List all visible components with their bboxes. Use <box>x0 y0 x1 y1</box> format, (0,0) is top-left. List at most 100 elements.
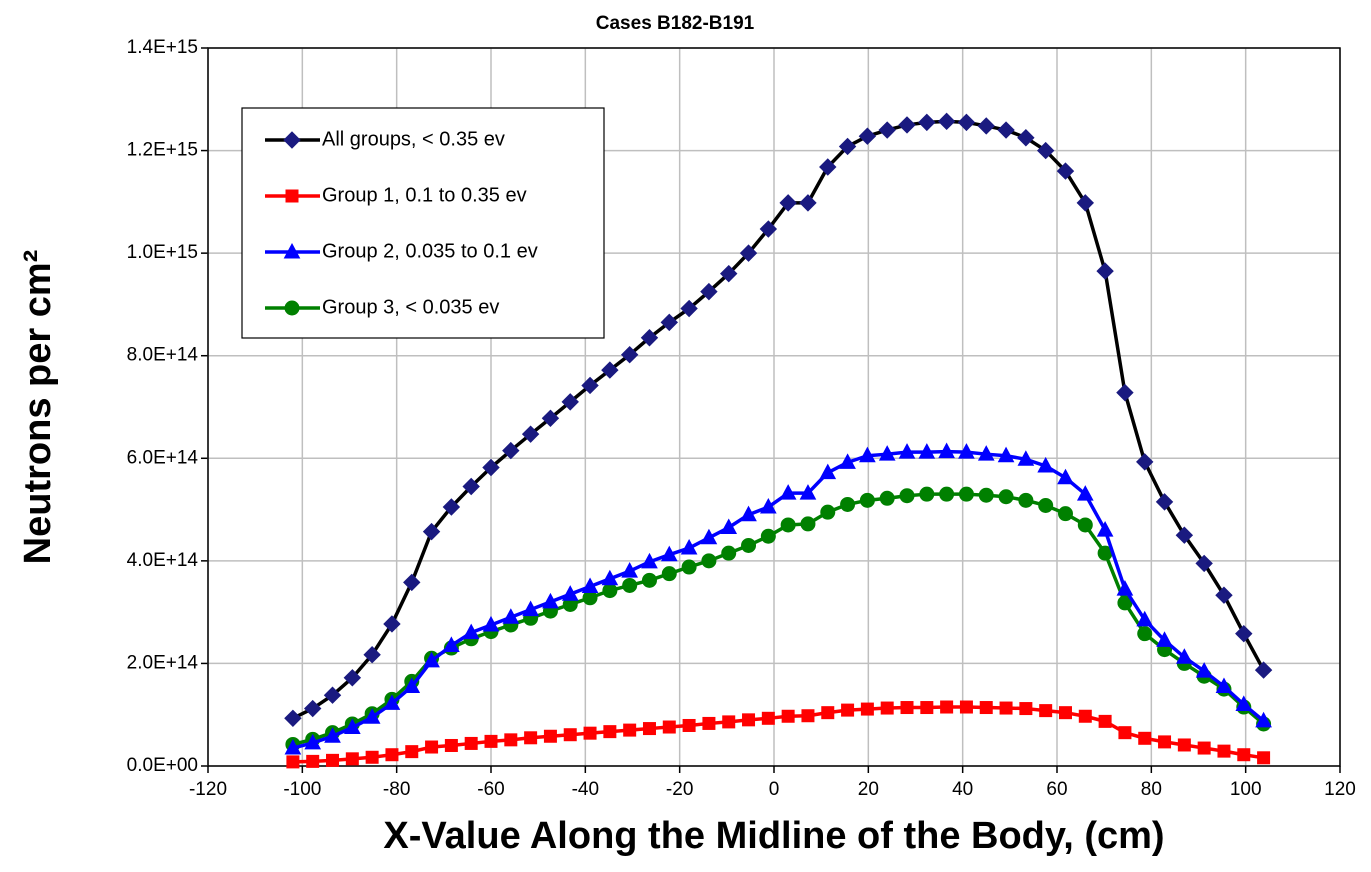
marker <box>640 329 659 347</box>
marker <box>1158 735 1172 749</box>
marker <box>819 158 837 176</box>
marker <box>502 441 520 460</box>
marker <box>304 733 322 750</box>
x-tick-label: 40 <box>952 779 973 800</box>
marker <box>622 577 638 593</box>
marker <box>957 113 976 132</box>
marker <box>839 453 856 469</box>
marker <box>741 537 757 553</box>
marker <box>1175 526 1194 544</box>
marker <box>821 706 835 720</box>
marker <box>442 498 461 516</box>
marker <box>484 734 498 748</box>
marker <box>841 703 855 717</box>
y-tick-label: 6.0E+14 <box>127 447 199 468</box>
x-tick-label: -20 <box>666 779 693 800</box>
marker <box>662 720 676 734</box>
marker <box>740 505 757 522</box>
marker <box>779 484 797 500</box>
marker <box>1176 648 1193 664</box>
legend: All groups, < 0.35 ev Group 1, 0.1 to 0.3… <box>241 107 605 339</box>
marker <box>563 728 577 742</box>
marker <box>1215 586 1233 604</box>
marker <box>641 572 657 588</box>
marker <box>761 711 775 725</box>
marker <box>780 517 796 533</box>
marker <box>799 194 817 212</box>
marker <box>641 552 658 569</box>
marker <box>326 753 340 767</box>
marker <box>284 709 302 728</box>
marker <box>423 651 440 668</box>
marker <box>800 516 816 532</box>
marker <box>561 585 579 601</box>
marker <box>720 518 738 535</box>
legend-marker <box>283 242 301 259</box>
x-tick-label: -40 <box>572 779 599 800</box>
marker <box>878 121 896 139</box>
marker <box>1255 711 1272 728</box>
marker <box>306 754 320 768</box>
marker <box>1215 677 1233 694</box>
marker <box>1195 554 1213 573</box>
marker <box>977 445 995 461</box>
marker <box>1057 468 1074 485</box>
marker <box>1237 748 1251 762</box>
marker <box>521 425 540 443</box>
legend-marker <box>284 300 300 316</box>
legend-marker <box>283 131 301 149</box>
legend-label: All groups, < 0.35 ev <box>322 128 505 150</box>
marker <box>304 699 322 718</box>
marker <box>601 569 619 586</box>
marker <box>1118 726 1132 740</box>
x-axis-label: X-Value Along the Midline of the Body, (… <box>383 815 1164 857</box>
marker <box>1017 450 1035 466</box>
marker <box>702 716 716 730</box>
marker <box>801 709 815 723</box>
marker <box>1077 517 1093 533</box>
legend-marker <box>285 189 299 203</box>
marker <box>405 745 419 759</box>
marker <box>940 700 954 714</box>
marker <box>918 443 936 459</box>
x-tick-label: -100 <box>283 779 321 800</box>
y-tick-label: 1.4E+15 <box>127 37 198 58</box>
marker <box>1136 610 1154 627</box>
marker <box>383 694 401 710</box>
marker <box>918 113 936 132</box>
marker <box>759 220 778 238</box>
marker <box>937 112 956 131</box>
marker <box>919 486 935 502</box>
marker <box>959 700 973 714</box>
marker <box>581 577 599 593</box>
marker <box>345 752 359 766</box>
marker <box>365 750 379 764</box>
marker <box>603 725 617 739</box>
marker <box>583 726 597 740</box>
marker <box>858 127 877 145</box>
marker <box>781 709 795 723</box>
x-tick-label: 80 <box>1141 779 1162 800</box>
marker <box>681 559 697 575</box>
marker <box>958 443 975 459</box>
marker <box>1195 662 1213 678</box>
marker <box>661 566 677 582</box>
marker <box>722 715 736 729</box>
marker <box>680 299 698 318</box>
y-tick-label: 1.2E+15 <box>127 140 198 161</box>
marker <box>383 615 401 633</box>
marker <box>462 477 480 496</box>
marker <box>700 528 718 545</box>
marker <box>998 489 1014 505</box>
marker <box>878 445 896 461</box>
legend-label: Group 3, < 0.035 ev <box>322 296 499 318</box>
marker <box>880 701 894 715</box>
x-tick-label: 60 <box>1046 779 1067 800</box>
marker <box>581 376 599 395</box>
marker <box>700 282 718 301</box>
marker <box>286 755 300 769</box>
marker <box>422 522 441 541</box>
x-tick-label: 120 <box>1324 779 1356 800</box>
marker <box>898 443 916 459</box>
marker <box>542 592 559 609</box>
